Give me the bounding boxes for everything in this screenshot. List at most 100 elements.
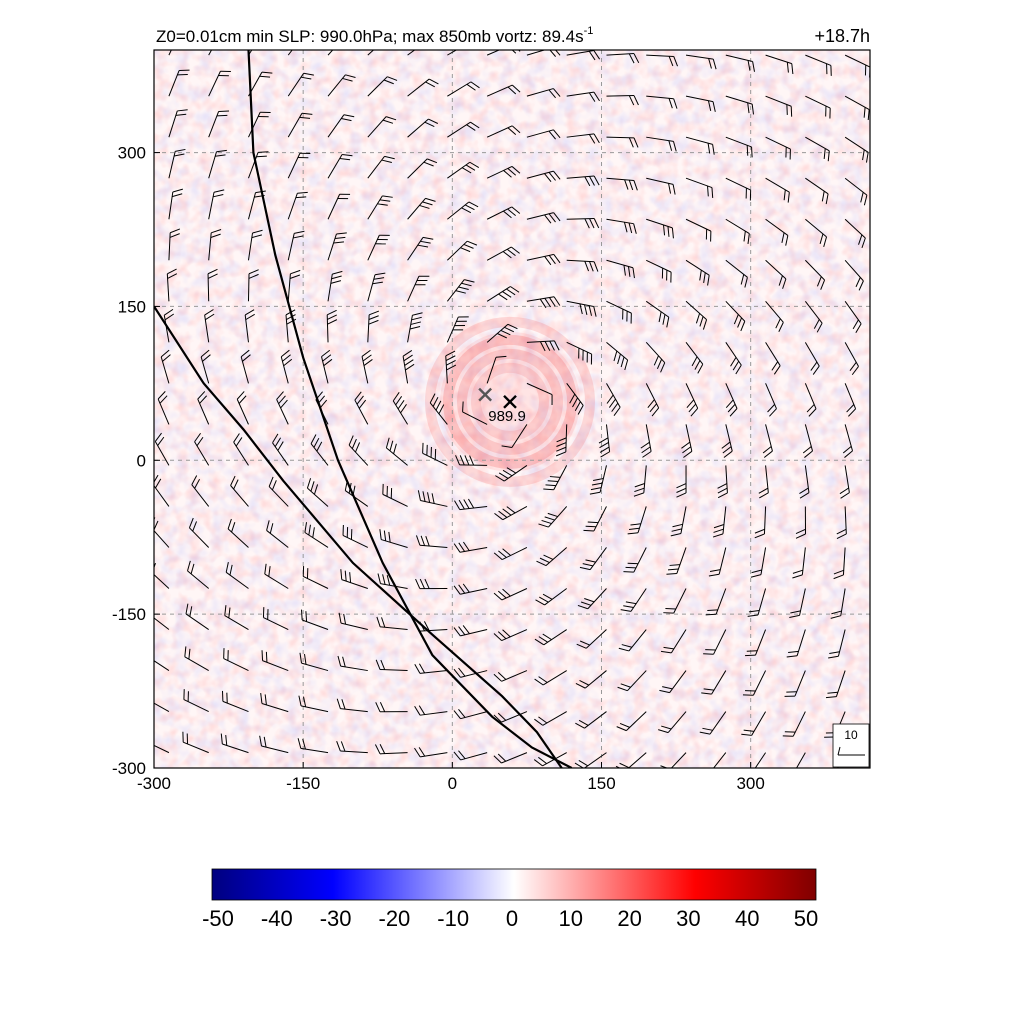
wind-barb: [354, 391, 369, 425]
wind-barb: [385, 437, 408, 466]
barb-feather: [379, 744, 386, 754]
wind-barb: [327, 193, 351, 220]
wind-barb: [526, 129, 561, 140]
barb-shaft: [754, 752, 766, 768]
forecast-time-label: +18.7h: [814, 26, 870, 46]
wind-barb: [160, 349, 171, 384]
barb-feather: [544, 298, 552, 308]
barb-feather: [829, 651, 840, 654]
wind-barb: [207, 268, 218, 302]
barb-feather: [446, 364, 457, 371]
barb-feather: [667, 226, 670, 237]
barb-feather: [657, 769, 667, 772]
barb-feather: [676, 487, 687, 493]
wind-barb: [266, 520, 289, 548]
barb-feather: [342, 656, 346, 667]
wind-barb: [575, 670, 607, 689]
wind-barb: [168, 50, 172, 56]
wind-barb: [566, 50, 601, 61]
barb-feather: [775, 318, 781, 329]
barb-feather: [593, 306, 597, 317]
barb-feather: [534, 638, 545, 646]
barb-feather: [458, 626, 466, 636]
barb-feather: [751, 104, 754, 115]
barb-feather: [458, 584, 466, 594]
wind-barb: [454, 498, 488, 511]
wind-barb: [543, 465, 568, 491]
barb-feather: [235, 437, 243, 447]
barb-feather: [840, 492, 850, 499]
wind-barb: [685, 383, 699, 417]
wind-barb: [191, 475, 210, 507]
barb-feather: [340, 569, 343, 580]
wind-barb: [701, 670, 727, 695]
barb-feather: [240, 349, 250, 358]
barb-feather: [462, 583, 470, 593]
wind-barb: [534, 711, 567, 726]
wind-barb: [415, 535, 448, 548]
barb-feather: [695, 313, 701, 324]
barb-feather: [589, 491, 601, 495]
wind-barb: [340, 569, 368, 589]
wind-barb: [741, 711, 767, 736]
barb-feather: [497, 631, 507, 640]
wind-barb: [486, 286, 520, 302]
barb-feather: [623, 222, 628, 233]
barb-feather: [773, 365, 781, 375]
barb-feather: [820, 279, 826, 290]
wind-barb: [208, 229, 222, 261]
barb-feather: [863, 107, 866, 118]
barb-feather: [574, 401, 581, 412]
wind-barb: [326, 309, 338, 343]
wind-barb: [230, 475, 249, 507]
wind-barb: [566, 383, 584, 415]
barb-feather: [423, 621, 430, 631]
wind-barb: [645, 341, 666, 373]
wind-barb: [166, 268, 178, 302]
vortex-ring-1: [443, 334, 578, 469]
barb-feather: [846, 404, 855, 413]
wind-barb: [606, 259, 635, 279]
wind-barb: [804, 300, 823, 333]
barb-feather: [418, 747, 426, 757]
barb-feather: [312, 527, 315, 538]
barb-feather: [588, 92, 596, 102]
barb-feather: [494, 512, 504, 521]
barb-feather: [721, 441, 731, 449]
barb-feather: [778, 322, 784, 332]
barb-feather: [177, 109, 188, 112]
barb-feather: [352, 485, 356, 497]
barb-feather: [199, 395, 208, 404]
barb-feather: [717, 483, 728, 489]
wind-barb: [627, 506, 647, 535]
barb-feather: [663, 646, 674, 650]
wind-barb: [287, 230, 305, 261]
barb-feather: [454, 500, 461, 510]
wind-barb: [194, 432, 210, 466]
barb-feather: [169, 233, 180, 238]
wind-barb: [717, 465, 728, 499]
colorbar-ticks: -50 -40 -30 -20 -10 0 10 20 30 40 50: [202, 906, 818, 931]
barb-feather: [502, 291, 512, 298]
wind-barb: [168, 148, 186, 179]
barb-feather: [671, 227, 674, 239]
wind-barb: [248, 50, 253, 56]
barb-feather: [236, 391, 245, 400]
vorticity-field: 989.9: [154, 50, 870, 772]
barb-feather: [751, 146, 753, 158]
barb-feather: [771, 361, 779, 371]
coastlines: [154, 50, 573, 768]
wind-barb: [712, 506, 727, 538]
barb-feather: [495, 355, 507, 358]
barb-feather: [438, 404, 445, 415]
barb-feather: [808, 408, 817, 417]
barb-feather: [836, 533, 847, 540]
barb-feather: [301, 112, 313, 115]
wind-barb: [446, 279, 475, 302]
barb-feather: [344, 570, 347, 582]
barb-feather: [238, 395, 247, 404]
barb-feather: [762, 446, 772, 454]
barb-feather: [549, 476, 561, 478]
wind-barb: [342, 524, 369, 548]
